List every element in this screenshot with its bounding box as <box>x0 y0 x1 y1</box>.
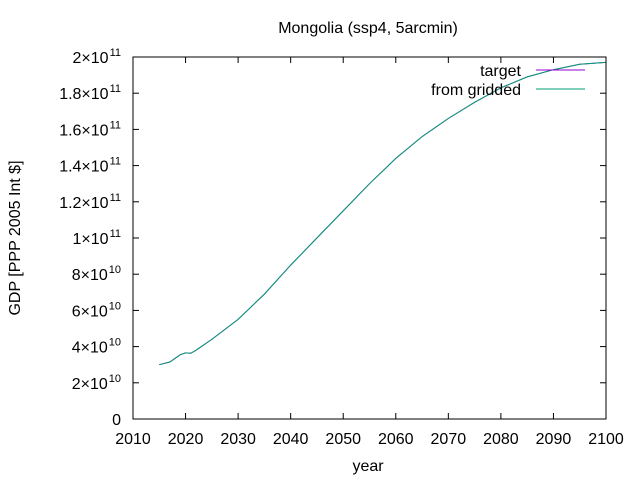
y-tick-exponent: 11 <box>110 192 121 204</box>
y-tick-mantissa: 6×10 <box>72 303 108 320</box>
x-tick-label: 2070 <box>431 431 467 448</box>
series-line-0 <box>159 61 607 366</box>
series-layer <box>159 61 607 366</box>
y-tick-label: 106×10 <box>72 300 121 320</box>
y-tick-mantissa: 1.6×10 <box>59 122 108 139</box>
series-line-1 <box>159 61 607 366</box>
y-tick-label: 111.2×10 <box>59 192 121 212</box>
y-tick-label: 108×10 <box>72 264 121 284</box>
y-tick-exponent: 10 <box>109 337 121 349</box>
y-tick-label: 111.4×10 <box>59 156 121 176</box>
x-tick-label: 2020 <box>168 431 204 448</box>
y-tick-exponent: 11 <box>110 228 121 240</box>
chart-title: Mongolia (ssp4, 5arcmin) <box>278 20 458 37</box>
y-tick-label: 0 <box>112 412 121 429</box>
x-tick-label: 2040 <box>273 431 309 448</box>
legend-label-0: target <box>480 63 521 80</box>
y-tick-mantissa: 2×10 <box>72 376 108 393</box>
y-tick-mantissa: 1.2×10 <box>59 195 108 212</box>
y-tick-label: 111×10 <box>73 228 121 248</box>
y-tick-mantissa: 4×10 <box>72 340 108 357</box>
y-tick-mantissa: 1.4×10 <box>59 159 108 176</box>
y-tick-label: 112×10 <box>73 47 121 67</box>
x-tick-label: 2050 <box>325 431 361 448</box>
x-axis-label: year <box>352 458 384 475</box>
legend: target from gridded <box>431 63 585 99</box>
x-tick-label: 2060 <box>378 431 414 448</box>
plot-frame <box>132 56 607 420</box>
y-tick-label: 111.6×10 <box>59 119 121 139</box>
ticks-layer: 2010 2020 2030 2040 2050 2060 2070 2080 2090 2100… <box>59 47 624 448</box>
y-tick-mantissa: 1×10 <box>73 231 109 248</box>
y-tick-exponent: 11 <box>110 119 121 131</box>
y-tick-exponent: 11 <box>110 47 121 59</box>
y-tick-label: 102×10 <box>72 373 121 393</box>
y-tick-mantissa: 8×10 <box>72 267 108 284</box>
y-tick-label: 104×10 <box>72 337 121 357</box>
x-tick-label: 2080 <box>483 431 519 448</box>
x-tick-label: 2030 <box>220 431 256 448</box>
y-tick-mantissa: 1.8×10 <box>59 86 108 103</box>
y-tick-exponent: 10 <box>109 300 121 312</box>
y-tick-mantissa: 0 <box>112 412 121 429</box>
y-axis-label: GDP [PPP 2005 Int $] <box>7 160 24 315</box>
y-tick-mantissa: 2×10 <box>73 50 109 67</box>
y-tick-exponent: 11 <box>110 156 121 168</box>
y-tick-exponent: 10 <box>109 373 121 385</box>
legend-label-1: from gridded <box>431 82 521 99</box>
y-tick-exponent: 10 <box>109 264 121 276</box>
y-tick-exponent: 11 <box>110 83 121 95</box>
y-tick-label: 111.8×10 <box>59 83 121 103</box>
x-tick-label: 2100 <box>588 431 624 448</box>
x-tick-label: 2010 <box>115 431 151 448</box>
x-tick-label: 2090 <box>536 431 572 448</box>
